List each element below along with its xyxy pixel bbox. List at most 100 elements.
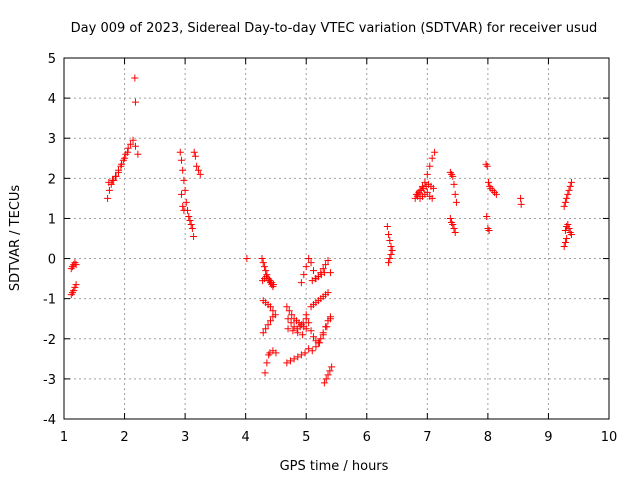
series-arc-8.0 bbox=[482, 160, 500, 234]
data-point bbox=[450, 180, 458, 188]
data-point bbox=[563, 194, 571, 202]
data-point bbox=[121, 154, 129, 162]
data-point bbox=[124, 144, 132, 152]
data-point bbox=[191, 152, 199, 160]
data-point bbox=[563, 235, 571, 242]
data-point bbox=[387, 243, 395, 251]
data-point bbox=[302, 325, 310, 333]
y-tick-label: 4 bbox=[48, 92, 56, 107]
data-point bbox=[324, 257, 332, 265]
data-point bbox=[262, 325, 270, 333]
data-point bbox=[564, 190, 572, 198]
data-point bbox=[326, 315, 334, 323]
data-point bbox=[299, 331, 307, 339]
data-point bbox=[258, 255, 266, 263]
x-tick-label: 4 bbox=[242, 430, 250, 445]
data-point bbox=[320, 379, 328, 387]
data-point bbox=[492, 190, 500, 198]
data-point bbox=[388, 247, 396, 255]
data-point bbox=[483, 162, 491, 170]
data-point bbox=[131, 98, 139, 106]
data-point bbox=[305, 255, 313, 263]
data-point bbox=[324, 289, 332, 297]
series-arc-5.0-upper bbox=[297, 255, 334, 287]
series-point-4.0 bbox=[243, 255, 251, 263]
series-outliers-2.15 bbox=[131, 74, 139, 106]
series-arc-7.4 bbox=[446, 168, 460, 236]
data-point bbox=[196, 170, 204, 178]
data-point bbox=[560, 243, 568, 251]
data-point bbox=[194, 166, 202, 174]
data-point bbox=[307, 259, 315, 267]
data-point bbox=[263, 359, 271, 367]
y-tick-label: 2 bbox=[48, 172, 56, 187]
data-point bbox=[243, 255, 251, 263]
data-point bbox=[312, 343, 320, 351]
data-point bbox=[290, 355, 298, 363]
data-point bbox=[449, 172, 457, 180]
series-arc-8.55 bbox=[517, 194, 525, 208]
data-point bbox=[560, 202, 568, 210]
data-point bbox=[320, 269, 328, 277]
data-point bbox=[284, 325, 292, 333]
data-point bbox=[118, 160, 126, 168]
data-point bbox=[104, 194, 112, 202]
data-point bbox=[283, 359, 291, 367]
x-tick-label: 7 bbox=[423, 430, 431, 445]
data-point bbox=[387, 251, 395, 259]
data-point bbox=[294, 353, 302, 361]
data-point bbox=[326, 269, 334, 277]
data-point bbox=[289, 327, 297, 335]
data-point bbox=[322, 261, 330, 269]
series-arc-5.2-cross bbox=[307, 269, 332, 311]
data-point bbox=[179, 202, 187, 210]
data-point bbox=[180, 176, 188, 184]
x-tick-label: 8 bbox=[484, 430, 492, 445]
data-point bbox=[517, 194, 525, 202]
series-arc-4.35 bbox=[258, 255, 279, 377]
data-point bbox=[308, 347, 316, 355]
data-point bbox=[72, 261, 80, 269]
data-point bbox=[190, 232, 198, 240]
data-point bbox=[328, 363, 336, 371]
data-point bbox=[272, 349, 280, 357]
data-point bbox=[261, 369, 269, 377]
series-arc-6.95 bbox=[411, 148, 439, 202]
data-point bbox=[484, 178, 492, 186]
data-point bbox=[131, 142, 139, 150]
series-arc-5.1-mid bbox=[302, 311, 334, 355]
x-tick-label: 6 bbox=[363, 430, 371, 445]
data-point bbox=[429, 184, 437, 192]
data-point bbox=[297, 351, 305, 359]
data-point bbox=[565, 224, 573, 232]
data-point bbox=[483, 212, 491, 220]
x-tick-label: 1 bbox=[60, 430, 68, 445]
data-point bbox=[565, 186, 573, 194]
y-tick-label: -1 bbox=[43, 293, 56, 308]
data-point bbox=[301, 349, 309, 357]
data-point bbox=[269, 307, 277, 315]
data-point bbox=[296, 323, 304, 331]
data-point bbox=[567, 178, 575, 186]
data-point bbox=[452, 198, 460, 206]
series-arc-5.3-low bbox=[320, 363, 336, 387]
data-point bbox=[449, 220, 457, 228]
data-point bbox=[262, 267, 270, 275]
y-tick-label: 1 bbox=[48, 212, 56, 227]
data-point bbox=[72, 281, 80, 289]
data-point bbox=[386, 237, 394, 245]
data-point bbox=[259, 259, 267, 267]
x-tick-label: 2 bbox=[120, 430, 128, 445]
data-point bbox=[322, 375, 330, 383]
data-point bbox=[305, 345, 313, 353]
data-point bbox=[302, 263, 310, 271]
x-tick-label: 9 bbox=[544, 430, 552, 445]
data-point bbox=[423, 170, 431, 178]
data-point bbox=[127, 140, 135, 148]
data-point bbox=[177, 156, 185, 164]
data-point bbox=[185, 212, 193, 220]
grid bbox=[64, 58, 609, 419]
data-point bbox=[426, 162, 434, 170]
data-point bbox=[271, 311, 279, 319]
data-point bbox=[284, 315, 292, 323]
